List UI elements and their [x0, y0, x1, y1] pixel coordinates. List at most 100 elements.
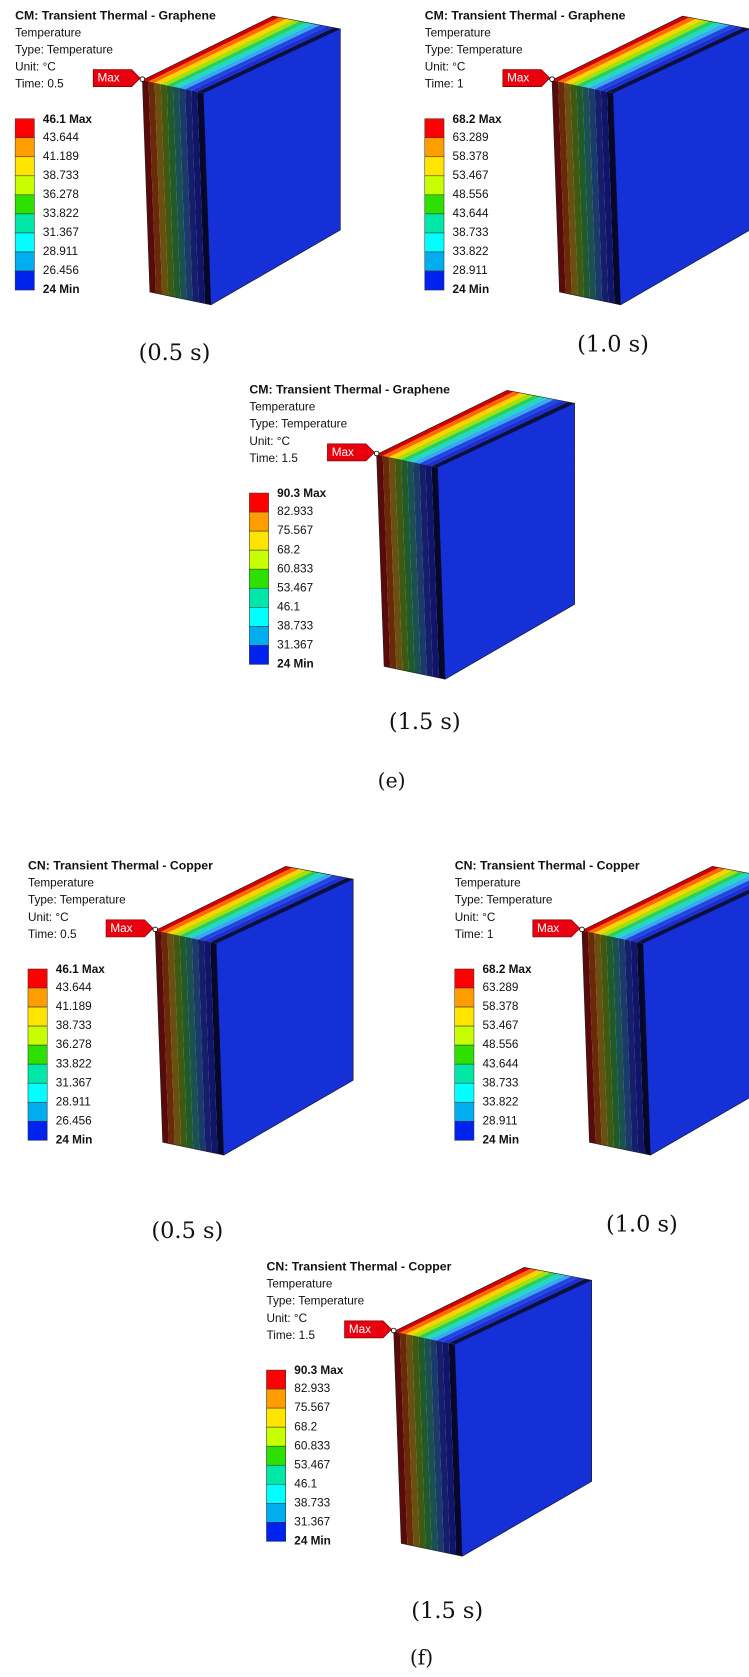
legend-label: 41.189 [56, 1000, 92, 1013]
legend-label: 48.556 [453, 188, 489, 201]
max-tag: Max [507, 72, 529, 85]
panel-info: Time: 1.5 [266, 1329, 315, 1342]
legend-label: 63.289 [453, 131, 489, 144]
panel-title: CM: Transient Thermal - Graphene [425, 8, 626, 22]
legend-swatch [28, 1121, 47, 1140]
panel-info: Unit: °C [15, 60, 56, 73]
max-tag: Max [110, 922, 132, 935]
legend-swatch [249, 531, 268, 550]
max-point [391, 1328, 396, 1333]
legend-label: 43.644 [56, 981, 92, 994]
figure: CM: Transient Thermal - Graphene Temperat… [0, 0, 749, 1677]
legend-swatch [266, 1446, 285, 1465]
legend-swatch [455, 1064, 474, 1083]
legend-swatch [249, 626, 268, 645]
figure-label: (e) [378, 768, 406, 792]
panel-info: Temperature [455, 877, 521, 890]
panel-info: Type: Temperature [15, 43, 113, 56]
panel-info: Temperature [28, 877, 94, 890]
max-point [153, 927, 158, 932]
max-tag: Max [349, 1323, 371, 1336]
panel-title: CN: Transient Thermal - Copper [266, 1260, 451, 1274]
result-panel: CN: Transient Thermal - Copper Temperatur… [28, 859, 353, 1245]
legend-label: 53.467 [453, 169, 489, 182]
legend-swatch [425, 176, 444, 195]
legend-label: 43.644 [483, 1057, 519, 1070]
legend-label: 36.278 [56, 1038, 92, 1051]
legend-label: 33.822 [43, 207, 79, 220]
result-panel: CM: Transient Thermal - Graphene Temperat… [425, 8, 749, 357]
legend-swatch [266, 1484, 285, 1503]
legend-label: 48.556 [483, 1038, 519, 1051]
legend-label: 24 Min [56, 1133, 93, 1146]
max-point [580, 927, 585, 932]
legend-label: 82.933 [277, 505, 313, 518]
legend-swatch [15, 176, 34, 195]
max-tag: Max [537, 922, 559, 935]
legend-swatch [249, 493, 268, 512]
legend-swatch [15, 252, 34, 271]
panel-info: Time: 1.5 [249, 452, 298, 465]
result-panel: CN: Transient Thermal - CopperTemperatur… [455, 859, 749, 1238]
result-panel: CM: Transient Thermal - Graphene Temperat… [249, 383, 574, 735]
legend-label: 68.2 Max [483, 963, 532, 976]
legend-swatch [15, 157, 34, 176]
panel-info: Unit: °C [266, 1312, 307, 1325]
panel-info: Temperature [15, 26, 81, 39]
panel-info: Type: Temperature [425, 43, 523, 56]
legend-label: 75.567 [277, 524, 313, 537]
panel-info: Time: 1 [425, 78, 464, 91]
legend-label: 38.733 [453, 226, 489, 239]
panel-info: Temperature [425, 26, 491, 39]
legend-label: 58.378 [483, 1000, 519, 1013]
legend-swatch [455, 1045, 474, 1064]
legend-label: 43.644 [43, 131, 79, 144]
panel-info: Time: 0.5 [28, 928, 77, 941]
legend-label: 60.833 [294, 1439, 330, 1452]
legend-label: 33.822 [483, 1095, 519, 1108]
panel-title: CM: Transient Thermal - Graphene [249, 383, 450, 397]
max-tag: Max [97, 72, 119, 85]
legend-label: 26.456 [56, 1114, 92, 1127]
legend-label: 33.822 [453, 245, 489, 258]
legend-swatch [28, 969, 47, 988]
legend-label: 24 Min [294, 1534, 331, 1547]
legend-swatch [425, 271, 444, 290]
legend-swatch [28, 1102, 47, 1121]
legend-label: 90.3 Max [294, 1364, 343, 1377]
panel-title: CM: Transient Thermal - Graphene [15, 8, 216, 22]
legend-label: 31.367 [294, 1515, 330, 1528]
panel-info: Time: 1 [455, 928, 494, 941]
legend-label: 53.467 [483, 1019, 519, 1032]
legend-label: 24 Min [483, 1133, 520, 1146]
legend-swatch [249, 645, 268, 664]
panel-info: Type: Temperature [249, 418, 347, 431]
legend-label: 68.2 Max [453, 113, 502, 126]
legend-swatch [249, 607, 268, 626]
legend-label: 28.911 [483, 1114, 518, 1127]
legend-label: 46.1 Max [56, 963, 105, 976]
panel-info: Temperature [249, 401, 315, 414]
legend-swatch [249, 588, 268, 607]
legend-label: 90.3 Max [277, 487, 326, 500]
panel-title: CN: Transient Thermal - Copper [28, 859, 213, 873]
legend-label: 28.911 [56, 1095, 91, 1108]
legend-label: 38.733 [483, 1076, 519, 1089]
legend-swatch [455, 1026, 474, 1045]
panel-caption: (1.0 s) [606, 1212, 678, 1238]
legend-swatch [425, 119, 444, 138]
legend-swatch [266, 1370, 285, 1389]
panel-info: Unit: °C [28, 911, 69, 924]
legend-swatch [15, 233, 34, 252]
legend-label: 46.1 [277, 600, 300, 613]
legend-swatch [28, 988, 47, 1007]
panel-caption: (1.5 s) [389, 709, 461, 735]
max-point [140, 77, 145, 82]
page: {"figures": [ {"label": "(e)", "panels":… [0, 0, 749, 1677]
max-tag: Max [332, 446, 354, 459]
legend-label: 38.733 [294, 1496, 330, 1509]
legend-swatch [455, 969, 474, 988]
panel-info: Type: Temperature [28, 894, 126, 907]
legend-label: 43.644 [453, 207, 489, 220]
legend-swatch [15, 119, 34, 138]
